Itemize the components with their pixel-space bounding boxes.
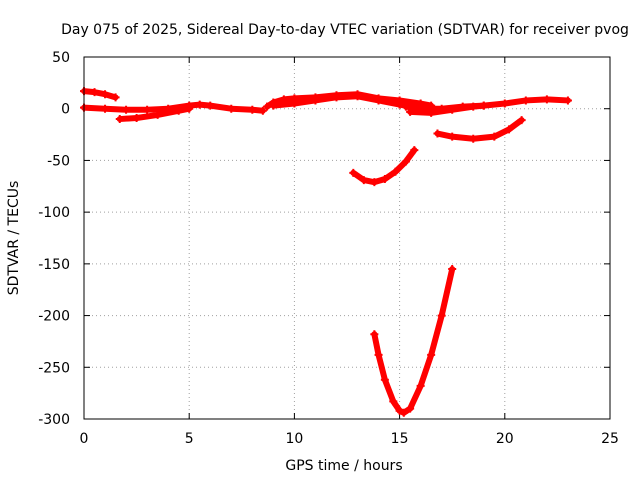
data-point <box>258 106 267 115</box>
data-point <box>153 110 162 119</box>
y-tick-label: 0 <box>61 102 70 118</box>
x-tick-label: 20 <box>496 431 514 447</box>
x-tick-label: 15 <box>391 431 409 447</box>
data-series <box>406 101 488 117</box>
data-point <box>370 178 379 187</box>
data-point <box>427 108 436 117</box>
data-point <box>401 157 410 166</box>
data-point <box>311 96 320 105</box>
data-point <box>416 381 425 390</box>
plot-frame <box>83 56 611 420</box>
data-point <box>437 311 446 320</box>
series-trace <box>381 376 397 405</box>
data-point <box>380 175 389 184</box>
x-tick-label: 5 <box>185 431 194 447</box>
data-point <box>143 105 152 114</box>
data-point <box>269 101 278 110</box>
data-point <box>370 330 379 339</box>
data-point <box>479 101 488 110</box>
data-point <box>353 92 362 101</box>
data-series <box>80 87 120 102</box>
data-series <box>80 100 267 115</box>
data-series <box>433 116 526 143</box>
data-point <box>500 99 509 108</box>
data-series <box>269 92 425 113</box>
y-tick-label: 50 <box>52 50 70 66</box>
grid-lines <box>84 57 610 419</box>
data-series <box>115 104 194 124</box>
data-point <box>90 88 99 97</box>
data-point <box>410 146 419 155</box>
data-point <box>395 406 404 415</box>
data-point <box>195 100 204 109</box>
y-axis-label: SDTVAR / TECUs <box>6 181 22 296</box>
axis-tick-labels: 0 5 10 15 20 25 -300 -250 -200 -150 -100 -50 0 50 <box>38 50 619 447</box>
x-tick-label: 0 <box>80 431 89 447</box>
data-point <box>359 176 368 185</box>
chart-title: Day 075 of 2025, Sidereal Day-to-day VTE… <box>61 22 629 38</box>
data-point <box>122 105 131 114</box>
data-point <box>395 100 404 109</box>
data-point <box>427 350 436 359</box>
series-trace <box>407 382 424 412</box>
data-point <box>263 102 272 111</box>
data-points <box>80 87 572 417</box>
series-trace <box>438 266 456 319</box>
data-point <box>542 95 551 104</box>
series-trace <box>506 117 525 133</box>
y-tick-label: -200 <box>38 309 70 325</box>
data-point <box>448 132 457 141</box>
data-point <box>115 115 124 124</box>
series-trace <box>417 351 435 389</box>
data-point <box>563 96 572 105</box>
y-tick-label: -150 <box>38 257 70 273</box>
data-series <box>349 146 419 187</box>
data-point <box>349 168 358 177</box>
data-point <box>206 101 215 110</box>
data-series <box>370 265 457 417</box>
data-point <box>448 265 457 274</box>
data-point <box>401 102 410 111</box>
data-point <box>111 93 120 102</box>
data-point <box>101 90 110 99</box>
y-tick-label: -100 <box>38 205 70 221</box>
series-trace <box>402 147 418 165</box>
data-point <box>406 107 415 116</box>
series-trace <box>375 351 388 383</box>
data-point <box>399 408 408 417</box>
y-tick-label: -300 <box>38 412 70 428</box>
y-tick-label: -250 <box>38 360 70 376</box>
y-tick-label: -50 <box>47 153 70 169</box>
data-point <box>248 105 257 114</box>
data-point <box>290 99 299 108</box>
data-point <box>391 167 400 176</box>
data-point <box>448 105 457 114</box>
data-point <box>185 104 194 113</box>
data-point <box>380 375 389 384</box>
data-point <box>521 96 530 105</box>
data-point <box>406 404 415 413</box>
data-point <box>101 104 110 113</box>
data-point <box>374 350 383 359</box>
data-point <box>332 93 341 102</box>
data-point <box>469 134 478 143</box>
data-point <box>227 104 236 113</box>
data-point <box>469 102 478 111</box>
data-point <box>505 125 514 134</box>
data-point <box>433 129 442 138</box>
x-tick-label: 25 <box>601 431 619 447</box>
data-point <box>490 132 499 141</box>
series-trace <box>428 312 445 358</box>
x-tick-label: 10 <box>285 431 303 447</box>
x-axis-label: GPS time / hours <box>285 458 402 474</box>
data-point <box>374 96 383 105</box>
data-point <box>132 114 141 123</box>
data-point <box>517 116 526 125</box>
data-point <box>174 106 183 115</box>
data-point <box>389 397 398 406</box>
